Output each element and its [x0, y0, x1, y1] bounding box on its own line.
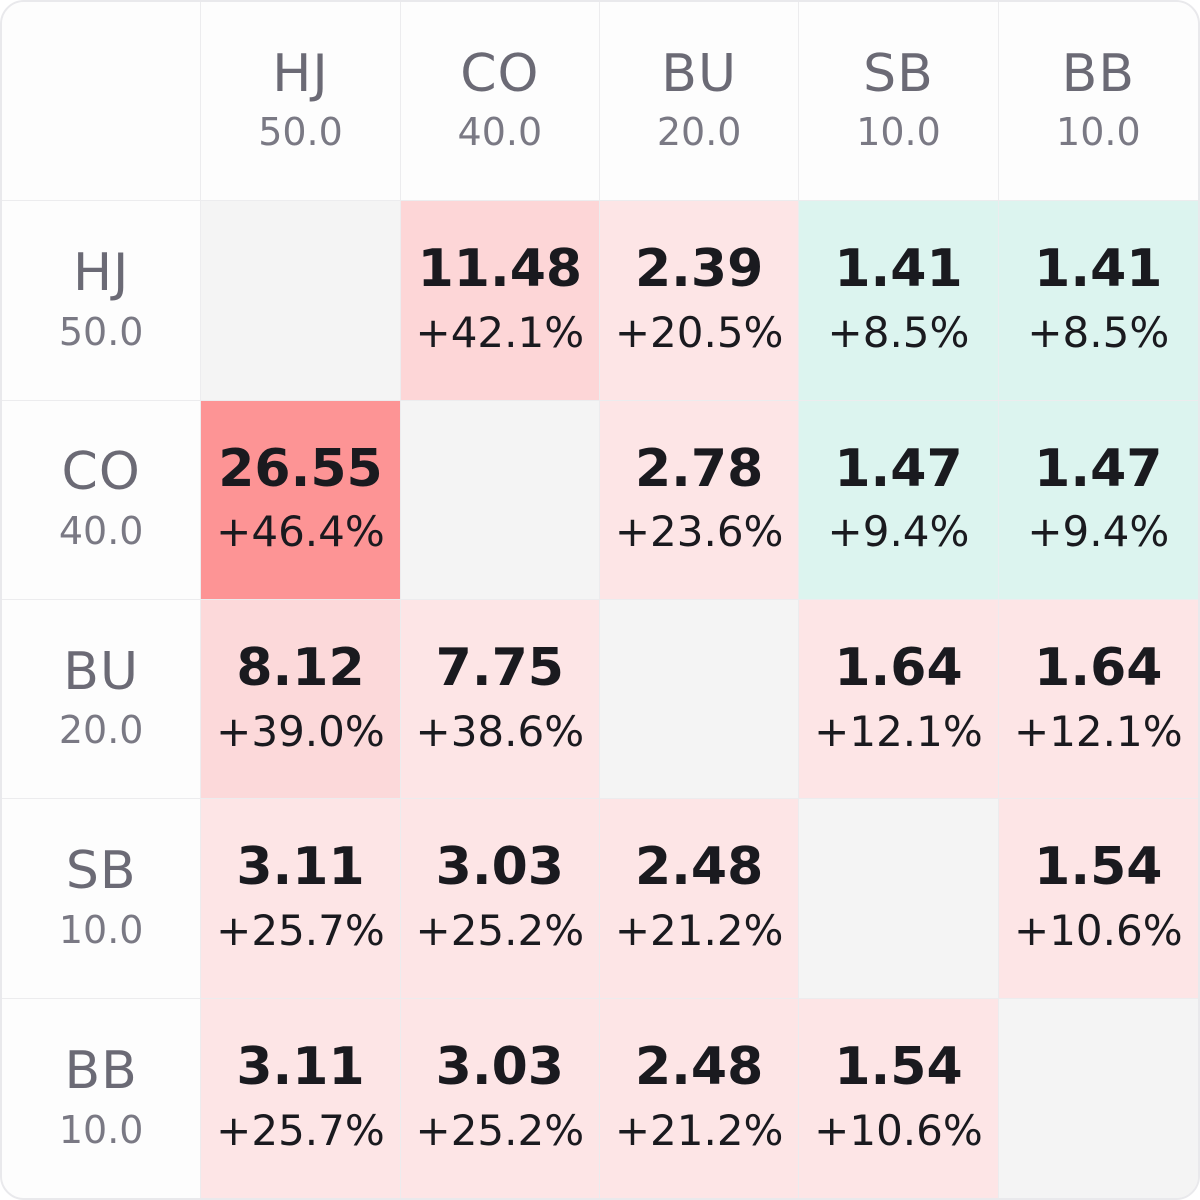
- cell-value: 2.48: [635, 1037, 764, 1098]
- heatmap-cell-co-co-empty: [400, 400, 600, 600]
- heatmap-cell-bu-sb: 1.64 +12.1%: [799, 599, 999, 800]
- cell-percent: +8.5%: [827, 308, 970, 358]
- column-header-bb: BB 10.0: [998, 2, 1198, 202]
- cell-value: 3.03: [435, 837, 564, 898]
- heatmap-cell-bb-bb-empty: [998, 998, 1198, 1198]
- row-stack-label: 20.0: [58, 708, 144, 753]
- column-header-sb: SB 10.0: [799, 2, 999, 202]
- cell-percent: +25.7%: [216, 1105, 385, 1155]
- cell-value: 11.48: [417, 239, 583, 300]
- cell-value: 1.47: [1034, 438, 1163, 499]
- heatmap-cell-bu-bu-empty: [599, 599, 800, 800]
- cell-value: 7.75: [435, 637, 564, 698]
- cell-value: 1.54: [834, 1037, 963, 1098]
- heatmap-cell-sb-hj: 3.11 +25.7%: [201, 799, 401, 999]
- row-header-bb: BB 10.0: [2, 998, 202, 1198]
- cell-value: 8.12: [236, 637, 365, 698]
- row-stack-label: 10.0: [58, 907, 144, 952]
- heatmap-cell-hj-sb: 1.41 +8.5%: [799, 201, 999, 401]
- column-position-label: BU: [661, 43, 738, 104]
- heatmap-cell-bb-co: 3.03 +25.2%: [400, 998, 600, 1198]
- heatmap-cell-bb-hj: 3.11 +25.7%: [201, 998, 401, 1198]
- cell-value: 1.64: [834, 637, 963, 698]
- cell-value: 1.41: [834, 239, 963, 300]
- heatmap-cell-bb-sb: 1.54 +10.6%: [799, 998, 999, 1198]
- heatmap-cell-bb-bu: 2.48 +21.2%: [599, 998, 800, 1198]
- heatmap-cell-hj-bb: 1.41 +8.5%: [998, 201, 1198, 401]
- cell-value: 3.11: [236, 1037, 365, 1098]
- corner-cell: [2, 2, 202, 202]
- cell-percent: +9.4%: [827, 507, 970, 557]
- column-position-label: BB: [1061, 43, 1135, 104]
- cell-percent: +21.2%: [614, 906, 784, 956]
- heatmap-cell-sb-sb-empty: [799, 799, 999, 999]
- cell-percent: +25.2%: [415, 1105, 585, 1155]
- column-stack-label: 10.0: [1056, 110, 1141, 155]
- row-header-hj: HJ 50.0: [2, 201, 202, 401]
- heatmap-cell-sb-bu: 2.48 +21.2%: [599, 799, 800, 999]
- cell-value: 1.47: [834, 438, 963, 499]
- cell-percent: +21.2%: [614, 1105, 784, 1155]
- heatmap-cell-hj-bu: 2.39 +20.5%: [599, 201, 800, 401]
- heatmap-cell-hj-co: 11.48 +42.1%: [400, 201, 600, 401]
- heatmap-cell-hj-hj-empty: [201, 201, 401, 401]
- column-stack-label: 50.0: [258, 110, 343, 155]
- row-header-co: CO 40.0: [2, 400, 202, 600]
- row-header-bu: BU 20.0: [2, 599, 202, 800]
- column-stack-label: 40.0: [457, 110, 543, 155]
- row-position-label: BU: [63, 641, 140, 702]
- row-header-sb: SB 10.0: [2, 799, 202, 999]
- row-position-label: HJ: [72, 242, 130, 303]
- column-header-co: CO 40.0: [400, 2, 600, 202]
- row-stack-label: 10.0: [58, 1107, 144, 1152]
- heatmap-cell-sb-co: 3.03 +25.2%: [400, 799, 600, 999]
- cell-percent: +8.5%: [1027, 308, 1170, 358]
- cell-value: 3.03: [435, 1037, 564, 1098]
- cell-percent: +46.4%: [216, 507, 385, 557]
- column-header-hj: HJ 50.0: [201, 2, 401, 202]
- heatmap-cell-co-bb: 1.47 +9.4%: [998, 400, 1198, 600]
- cell-value: 1.64: [1034, 637, 1163, 698]
- row-position-label: BB: [64, 1040, 138, 1101]
- cell-percent: +39.0%: [216, 706, 385, 756]
- cell-value: 2.39: [635, 239, 764, 300]
- cell-percent: +42.1%: [415, 308, 585, 358]
- cell-percent: +25.2%: [415, 906, 585, 956]
- row-position-label: CO: [61, 442, 141, 503]
- cell-percent: +20.5%: [614, 308, 784, 358]
- cell-value: 3.11: [236, 837, 365, 898]
- cell-value: 1.54: [1034, 837, 1163, 898]
- column-header-bu: BU 20.0: [599, 2, 800, 202]
- cell-value: 1.41: [1034, 239, 1163, 300]
- heatmap-cell-bu-hj: 8.12 +39.0%: [201, 599, 401, 800]
- heatmap-cell-sb-bb: 1.54 +10.6%: [998, 799, 1198, 999]
- heatmap-cell-co-bu: 2.78 +23.6%: [599, 400, 800, 600]
- row-position-label: SB: [65, 840, 137, 901]
- heatmap-cell-bu-co: 7.75 +38.6%: [400, 599, 600, 800]
- column-stack-label: 20.0: [656, 110, 742, 155]
- heatmap-cell-co-sb: 1.47 +9.4%: [799, 400, 999, 600]
- cell-percent: +25.7%: [216, 906, 385, 956]
- cell-value: 26.55: [218, 438, 383, 499]
- column-position-label: HJ: [272, 43, 329, 104]
- row-stack-label: 40.0: [58, 509, 144, 554]
- cell-percent: +12.1%: [1014, 706, 1183, 756]
- column-position-label: SB: [863, 43, 934, 104]
- cell-percent: +9.4%: [1027, 507, 1170, 557]
- cell-value: 2.48: [635, 837, 764, 898]
- column-stack-label: 10.0: [856, 110, 941, 155]
- cell-percent: +10.6%: [814, 1105, 983, 1155]
- heatmap-cell-co-hj: 26.55 +46.4%: [201, 400, 401, 600]
- cell-percent: +10.6%: [1014, 906, 1183, 956]
- row-stack-label: 50.0: [58, 309, 144, 354]
- cell-percent: +23.6%: [614, 507, 784, 557]
- cell-percent: +12.1%: [814, 706, 983, 756]
- heatmap-cell-bu-bb: 1.64 +12.1%: [998, 599, 1198, 800]
- cell-value: 2.78: [635, 438, 764, 499]
- column-position-label: CO: [460, 43, 540, 104]
- cell-percent: +38.6%: [415, 706, 585, 756]
